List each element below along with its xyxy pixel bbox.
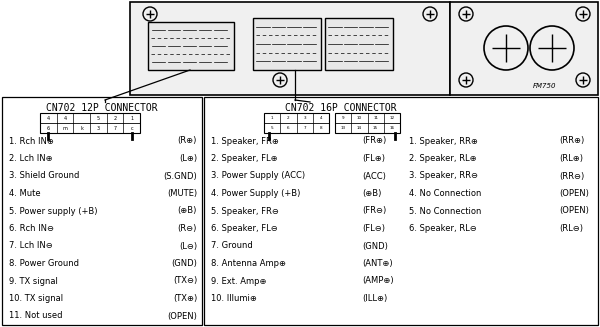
Text: (S.GND): (S.GND) [163,171,197,181]
Text: (⊕B): (⊕B) [178,206,197,215]
Text: 8. Antenna Amp⊕: 8. Antenna Amp⊕ [211,259,286,268]
Text: (R⊕): (R⊕) [178,136,197,146]
Text: 5: 5 [271,126,274,130]
Bar [2,97,202,325]
Text: (ANT⊕): (ANT⊕) [362,259,392,268]
Text: (RR⊖): (RR⊖) [559,171,584,181]
Text: 1. Speaker, FR⊕: 1. Speaker, FR⊕ [211,136,279,146]
Text: 2: 2 [113,115,116,121]
Text: 1: 1 [130,115,133,121]
Bar [325,18,393,70]
Text: 4: 4 [64,115,67,121]
Text: 15: 15 [373,126,378,130]
Bar [40,113,140,133]
Text: 8: 8 [320,126,322,130]
Text: c: c [130,126,133,130]
Text: 4. Power Supply (+B): 4. Power Supply (+B) [211,189,301,198]
Text: 12: 12 [389,116,394,120]
Text: (RL⊕): (RL⊕) [559,154,583,163]
Text: 6. Speaker, FL⊖: 6. Speaker, FL⊖ [211,224,278,233]
Text: 5. Power supply (+B): 5. Power supply (+B) [9,206,97,215]
Text: (L⊕): (L⊕) [179,154,197,163]
Text: (L⊖): (L⊖) [179,242,197,250]
Text: 2: 2 [287,116,290,120]
Text: (OPEN): (OPEN) [559,206,589,215]
Bar [450,2,598,95]
Text: 6. Rch IN⊖: 6. Rch IN⊖ [9,224,54,233]
Text: 2. Speaker, RL⊕: 2. Speaker, RL⊕ [409,154,476,163]
Text: 4: 4 [47,115,50,121]
Bar [253,18,321,70]
Text: (GND): (GND) [171,259,197,268]
Text: 7. Ground: 7. Ground [211,242,253,250]
Text: CN702 16P CONNECTOR: CN702 16P CONNECTOR [285,103,397,113]
Text: (FL⊕): (FL⊕) [362,154,385,163]
Text: (FR⊕): (FR⊕) [362,136,386,146]
Text: 4. No Connection: 4. No Connection [409,189,481,198]
Text: (MUTE): (MUTE) [167,189,197,198]
Text: 11: 11 [373,116,378,120]
Text: 2. Lch IN⊕: 2. Lch IN⊕ [9,154,53,163]
Text: (ILL⊕): (ILL⊕) [362,294,387,303]
Text: 10. Illumi⊕: 10. Illumi⊕ [211,294,257,303]
Text: 7: 7 [113,126,116,130]
Text: 7. Lch IN⊖: 7. Lch IN⊖ [9,242,53,250]
Text: (RL⊖): (RL⊖) [559,224,583,233]
Text: 11. Not used: 11. Not used [9,312,62,320]
Text: 9. Ext. Amp⊕: 9. Ext. Amp⊕ [211,277,266,285]
Text: 4. Mute: 4. Mute [9,189,41,198]
Text: (AMP⊕): (AMP⊕) [362,277,394,285]
Text: (OPEN): (OPEN) [559,189,589,198]
Bar [335,113,400,133]
Text: (R⊖): (R⊖) [178,224,197,233]
Text: (ACC): (ACC) [362,171,386,181]
Text: 1. Speaker, RR⊕: 1. Speaker, RR⊕ [409,136,478,146]
Text: m: m [62,126,67,130]
Text: 6: 6 [287,126,290,130]
Bar [130,2,450,95]
Text: 9: 9 [342,116,344,120]
Text: 1. Rch IN⊕: 1. Rch IN⊕ [9,136,54,146]
Text: 6. Speaker, RL⊖: 6. Speaker, RL⊖ [409,224,477,233]
Text: FM750: FM750 [533,83,557,89]
Text: (TX⊖): (TX⊖) [173,277,197,285]
Text: 8. Power Ground: 8. Power Ground [9,259,79,268]
Text: (TX⊕): (TX⊕) [173,294,197,303]
Text: CN702 12P CONNECTOR: CN702 12P CONNECTOR [46,103,158,113]
Text: 4: 4 [320,116,322,120]
Text: 5: 5 [97,115,100,121]
Text: 16: 16 [389,126,394,130]
Text: 7: 7 [304,126,306,130]
Bar [204,97,598,325]
Text: 3: 3 [304,116,306,120]
Text: 3. Speaker, RR⊖: 3. Speaker, RR⊖ [409,171,478,181]
Text: (FL⊖): (FL⊖) [362,224,385,233]
Text: 1: 1 [271,116,274,120]
Text: 3. Shield Ground: 3. Shield Ground [9,171,79,181]
Text: (OPEN): (OPEN) [167,312,197,320]
Text: 10. TX signal: 10. TX signal [9,294,63,303]
Text: 13: 13 [341,126,346,130]
Text: (RR⊕): (RR⊕) [559,136,584,146]
Text: 2. Speaker, FL⊕: 2. Speaker, FL⊕ [211,154,278,163]
Text: 3. Power Supply (ACC): 3. Power Supply (ACC) [211,171,305,181]
Text: 6: 6 [47,126,50,130]
Text: 5. No Connection: 5. No Connection [409,206,481,215]
Bar [148,22,234,70]
Text: (FR⊖): (FR⊖) [362,206,386,215]
Text: (⊕B): (⊕B) [362,189,382,198]
Text: 9. TX signal: 9. TX signal [9,277,58,285]
Text: 5. Speaker, FR⊖: 5. Speaker, FR⊖ [211,206,279,215]
Text: k: k [80,126,83,130]
Text: 3: 3 [97,126,100,130]
Text: (GND): (GND) [362,242,388,250]
Text: 10: 10 [357,116,362,120]
Bar [264,113,329,133]
Text: 14: 14 [357,126,362,130]
